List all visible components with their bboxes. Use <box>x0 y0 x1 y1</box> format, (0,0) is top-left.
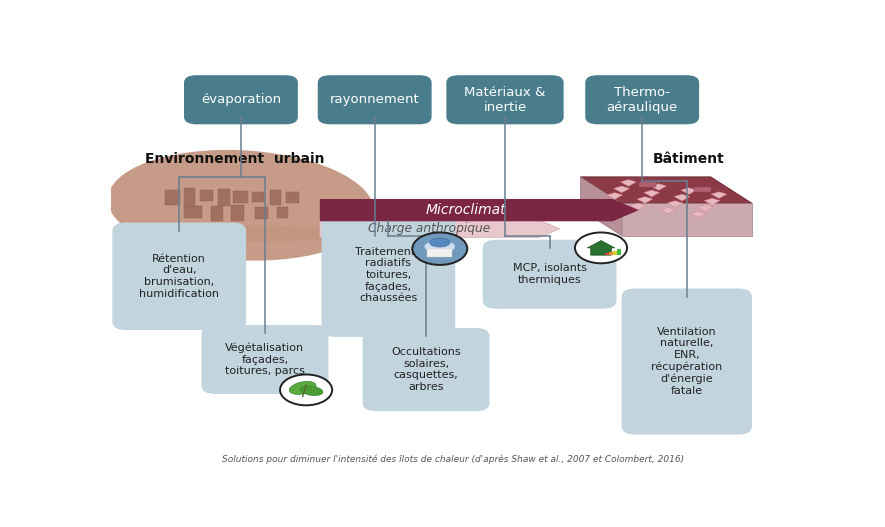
Bar <box>270 190 281 205</box>
Polygon shape <box>660 207 676 214</box>
Bar <box>427 249 452 257</box>
Polygon shape <box>704 198 720 205</box>
FancyBboxPatch shape <box>446 75 564 124</box>
Polygon shape <box>620 180 636 186</box>
Polygon shape <box>697 205 713 211</box>
Text: Microclimat: Microclimat <box>426 203 506 217</box>
Text: Traitements
radiatifs
toitures,
façades,
chaussées: Traitements radiatifs toitures, façades,… <box>356 247 421 303</box>
Ellipse shape <box>429 238 450 247</box>
Bar <box>165 190 180 205</box>
Text: MCP, isolants
thermiques: MCP, isolants thermiques <box>512 264 587 285</box>
Ellipse shape <box>289 382 316 394</box>
Polygon shape <box>319 220 560 237</box>
FancyBboxPatch shape <box>363 328 489 411</box>
FancyBboxPatch shape <box>585 75 699 124</box>
Polygon shape <box>667 201 683 207</box>
Text: Matériaux &
inertie: Matériaux & inertie <box>465 86 546 114</box>
Bar <box>694 187 711 192</box>
FancyBboxPatch shape <box>202 325 328 394</box>
Text: Environnement  urbain: Environnement urbain <box>145 152 325 165</box>
Bar <box>639 182 656 187</box>
Circle shape <box>280 375 332 405</box>
Bar <box>286 192 298 203</box>
Bar <box>201 190 212 201</box>
Circle shape <box>575 232 627 264</box>
Text: Rétention
d'eau,
brumisation,
humidification: Rétention d'eau, brumisation, humidifica… <box>139 254 219 299</box>
Polygon shape <box>681 188 696 194</box>
Text: Charge anthropique: Charge anthropique <box>368 222 490 235</box>
Bar <box>184 188 195 207</box>
Polygon shape <box>588 240 615 255</box>
Text: Végétalisation
façades,
toitures, parcs: Végétalisation façades, toitures, parcs <box>225 343 305 376</box>
FancyBboxPatch shape <box>621 288 752 435</box>
Polygon shape <box>674 194 689 201</box>
Polygon shape <box>607 193 622 199</box>
FancyBboxPatch shape <box>318 75 432 124</box>
Polygon shape <box>621 203 752 236</box>
FancyBboxPatch shape <box>112 222 246 330</box>
Bar <box>218 189 230 206</box>
FancyBboxPatch shape <box>321 213 455 337</box>
Polygon shape <box>637 197 652 203</box>
Polygon shape <box>319 199 639 221</box>
Text: Bâtiment: Bâtiment <box>652 152 724 165</box>
Polygon shape <box>690 211 706 218</box>
Bar <box>231 205 244 221</box>
Polygon shape <box>600 199 616 206</box>
Bar <box>255 207 268 219</box>
Bar <box>234 191 249 203</box>
Polygon shape <box>644 190 659 197</box>
Bar <box>211 207 223 221</box>
Polygon shape <box>614 186 629 193</box>
FancyBboxPatch shape <box>184 75 298 124</box>
Bar <box>618 249 621 255</box>
FancyBboxPatch shape <box>482 240 617 309</box>
Text: Occultations
solaires,
casquettes,
arbres: Occultations solaires, casquettes, arbre… <box>391 347 461 392</box>
Ellipse shape <box>425 240 455 253</box>
Text: Solutions pour diminuer l'intensité des îlots de chaleur (d'après Shaw et al., 2: Solutions pour diminuer l'intensité des … <box>222 454 685 464</box>
Polygon shape <box>581 177 621 236</box>
Bar <box>613 251 617 255</box>
Bar <box>605 253 609 255</box>
Ellipse shape <box>108 150 374 261</box>
Bar <box>609 252 612 255</box>
Text: Ventilation
naturelle,
ENR,
récupération
d'énergie
fatale: Ventilation naturelle, ENR, récupération… <box>651 327 722 396</box>
Bar <box>277 207 288 218</box>
Text: Thermo-
aéraulique: Thermo- aéraulique <box>606 86 678 114</box>
Polygon shape <box>651 184 666 190</box>
Bar <box>252 192 265 202</box>
Polygon shape <box>581 177 752 203</box>
Bar <box>184 206 202 218</box>
Ellipse shape <box>300 386 323 396</box>
Text: rayonnement: rayonnement <box>330 93 419 106</box>
Ellipse shape <box>127 226 368 242</box>
Polygon shape <box>712 192 727 198</box>
Circle shape <box>412 232 467 265</box>
Polygon shape <box>630 203 646 210</box>
Text: évaporation: évaporation <box>201 93 281 106</box>
